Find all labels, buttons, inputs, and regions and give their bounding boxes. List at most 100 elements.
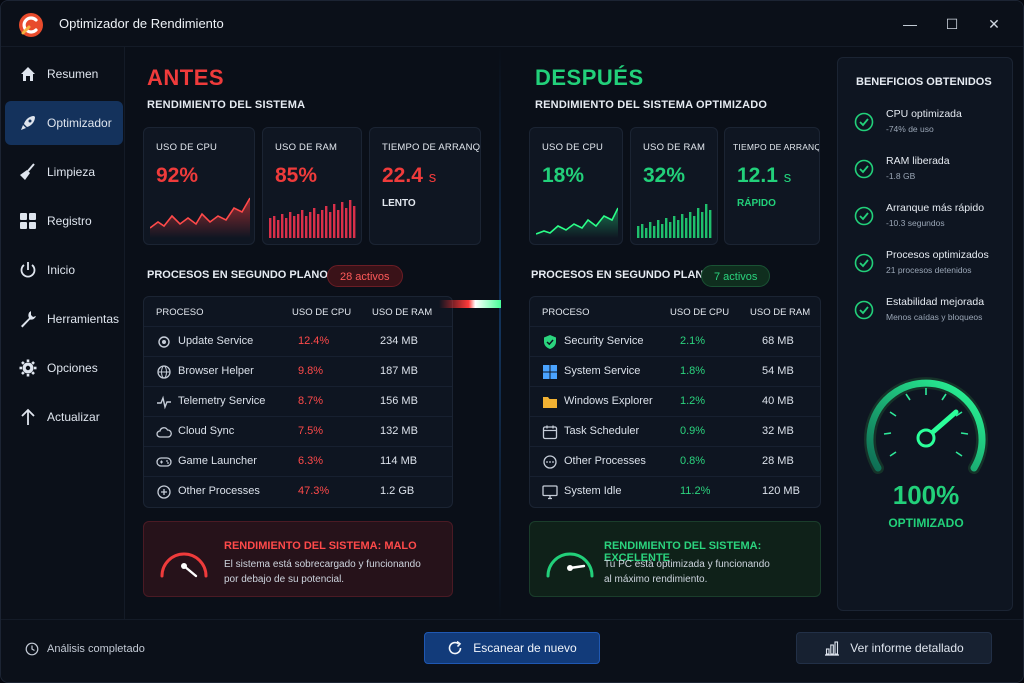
analysis-status: Análisis completado — [25, 642, 145, 656]
process-cpu: 8.7% — [298, 395, 324, 407]
dots-circle-icon — [543, 455, 557, 469]
status-text: El sistema está sobrecargado y funcionan… — [224, 557, 464, 587]
table-row[interactable]: Browser Helper 9.8% 187 MB — [144, 356, 452, 386]
process-name: Cloud Sync — [178, 425, 235, 437]
folder-icon — [543, 397, 557, 408]
after-process-table: PROCESO USO DE CPU USO DE RAM Security S… — [529, 296, 821, 508]
stat-label: USO DE RAM — [643, 142, 706, 153]
benefit-name: Arranque más rápido — [886, 202, 985, 214]
process-name: System Service — [564, 365, 641, 377]
table-row[interactable]: Update Service 12.4% 234 MB — [144, 326, 452, 356]
after-cpu-card: USO DE CPU 18% — [529, 127, 623, 245]
home-icon — [21, 67, 35, 81]
sidebar: Resumen Optimizador Limpieza Registro In… — [1, 47, 125, 619]
windows-icon — [543, 365, 557, 379]
process-name: Update Service — [178, 335, 254, 347]
header-ram: USO DE RAM — [750, 307, 811, 318]
ram-bars — [269, 200, 356, 238]
process-cpu: 0.9% — [680, 425, 706, 437]
cpu-sparkline — [536, 207, 618, 238]
process-cpu: 0.8% — [680, 455, 706, 467]
stat-label: USO DE RAM — [275, 142, 338, 153]
sidebar-item-resumen[interactable]: Resumen — [5, 52, 123, 96]
after-subheading: RENDIMIENTO DEL SISTEMA OPTIMIZADO — [535, 99, 768, 111]
sidebar-item-opciones[interactable]: Opciones — [5, 346, 123, 390]
table-row[interactable]: System Idle 11.2% 120 MB — [530, 476, 820, 506]
table-row[interactable]: Windows Explorer 1.2% 40 MB — [530, 386, 820, 416]
clock-check-icon — [25, 642, 39, 656]
after-heading: DESPUÉS — [535, 65, 644, 90]
rocket-icon — [21, 116, 35, 130]
minimize-button[interactable]: — — [903, 16, 917, 32]
process-name: Other Processes — [178, 485, 260, 497]
stat-label: USO DE CPU — [542, 142, 604, 153]
benefit-name: Procesos optimizados — [886, 249, 989, 261]
sidebar-item-label: Herramientas — [47, 312, 120, 326]
process-ram: 1.2 GB — [380, 485, 415, 497]
sidebar-item-limpieza[interactable]: Limpieza — [5, 150, 123, 194]
before-process-table: PROCESO USO DE CPU USO DE RAM Update Ser… — [143, 296, 453, 508]
bar-chart-icon — [825, 641, 840, 656]
processes-badge: 28 activos — [327, 265, 403, 287]
maximize-button[interactable]: ☐ — [945, 16, 959, 32]
detailed-report-label: Ver informe detallado — [850, 641, 964, 655]
sidebar-item-label: Opciones — [47, 361, 98, 375]
arrow-up-icon — [21, 408, 35, 425]
after-ram-card: USO DE RAM 32% — [630, 127, 718, 245]
status-title: RENDIMIENTO DEL SISTEMA: EXCELENTE — [604, 540, 762, 564]
before-cpu-card: USO DE CPU 92% — [143, 127, 255, 245]
table-row[interactable]: Cloud Sync 7.5% 132 MB — [144, 416, 452, 446]
table-row[interactable]: Game Launcher 6.3% 114 MB — [144, 446, 452, 476]
broom-icon — [20, 163, 35, 180]
benefit-detail: -10.3 segundos — [886, 218, 945, 228]
table-row[interactable]: Other Processes 0.8% 28 MB — [530, 446, 820, 476]
boot-note: RÁPIDO — [737, 198, 776, 209]
after-boot-card: TIEMPO DE ARRANQUE 12.1 s RÁPIDO — [724, 127, 820, 245]
sidebar-item-label: Registro — [47, 214, 92, 228]
benefit-item: Arranque más rápido -10.3 segundos — [854, 202, 1014, 242]
shield-icon — [544, 335, 556, 349]
close-button[interactable]: ✕ — [988, 16, 1000, 32]
scan-again-button[interactable]: Escanear de nuevo — [424, 632, 600, 664]
table-row[interactable]: Telemetry Service 8.7% 156 MB — [144, 386, 452, 416]
pulse-icon — [157, 395, 171, 410]
table-row[interactable]: Task Scheduler 0.9% 32 MB — [530, 416, 820, 446]
stat-value: 22.4 s — [382, 164, 436, 188]
cpu-sparkline — [150, 197, 250, 238]
sidebar-item-actualizar[interactable]: Actualizar — [5, 395, 123, 439]
window-title: Optimizador de Rendimiento — [59, 16, 224, 31]
table-row[interactable]: System Service 1.8% 54 MB — [530, 356, 820, 386]
check-circle-icon — [854, 300, 874, 320]
speedometer-icon — [864, 377, 988, 474]
boot-value: 12.1 — [737, 164, 778, 187]
status-title: RENDIMIENTO DEL SISTEMA: MALO — [224, 540, 417, 552]
stat-value: 18% — [542, 164, 585, 187]
process-ram: 68 MB — [762, 335, 794, 347]
optimization-label: OPTIMIZADO — [888, 516, 964, 530]
process-cpu: 1.8% — [680, 365, 706, 377]
sidebar-item-optimizador[interactable]: Optimizador — [5, 101, 123, 145]
processes-title: PROCESOS EN SEGUNDO PLANO — [147, 269, 328, 281]
stat-value: 32% — [643, 164, 686, 187]
status-line-2: por debajo de su potencial. — [224, 574, 345, 585]
detailed-report-button[interactable]: Ver informe detallado — [796, 632, 992, 664]
process-name: System Idle — [564, 485, 622, 497]
process-cpu: 12.4% — [298, 335, 330, 347]
title-bar: Optimizador de Rendimiento — ☐ ✕ — [1, 1, 1023, 47]
status-text: Tu PC está optimizada y funcionando al má… — [604, 557, 844, 587]
process-ram: 40 MB — [762, 395, 794, 407]
sidebar-item-herramientas[interactable]: Herramientas — [5, 297, 123, 341]
before-ram-card: USO DE RAM 85% — [262, 127, 362, 245]
benefit-item: RAM liberada -1.8 GB — [854, 155, 1014, 195]
benefit-detail: -74% de uso — [886, 124, 934, 134]
before-heading: ANTES — [147, 65, 225, 90]
sidebar-item-registro[interactable]: Registro — [5, 199, 123, 243]
processes-badge: 7 activos — [701, 265, 771, 287]
table-row[interactable]: Security Service 2.1% 68 MB — [530, 326, 820, 356]
sidebar-item-inicio[interactable]: Inicio — [5, 248, 123, 292]
benefit-item: Estabilidad mejorada Menos caídas y bloq… — [854, 296, 1014, 336]
benefit-detail: Menos caídas y bloqueos — [886, 312, 983, 322]
table-row[interactable]: Other Processes 47.3% 1.2 GB — [144, 476, 452, 506]
after-panel: DESPUÉS RENDIMIENTO DEL SISTEMA OPTIMIZA… — [501, 47, 835, 619]
